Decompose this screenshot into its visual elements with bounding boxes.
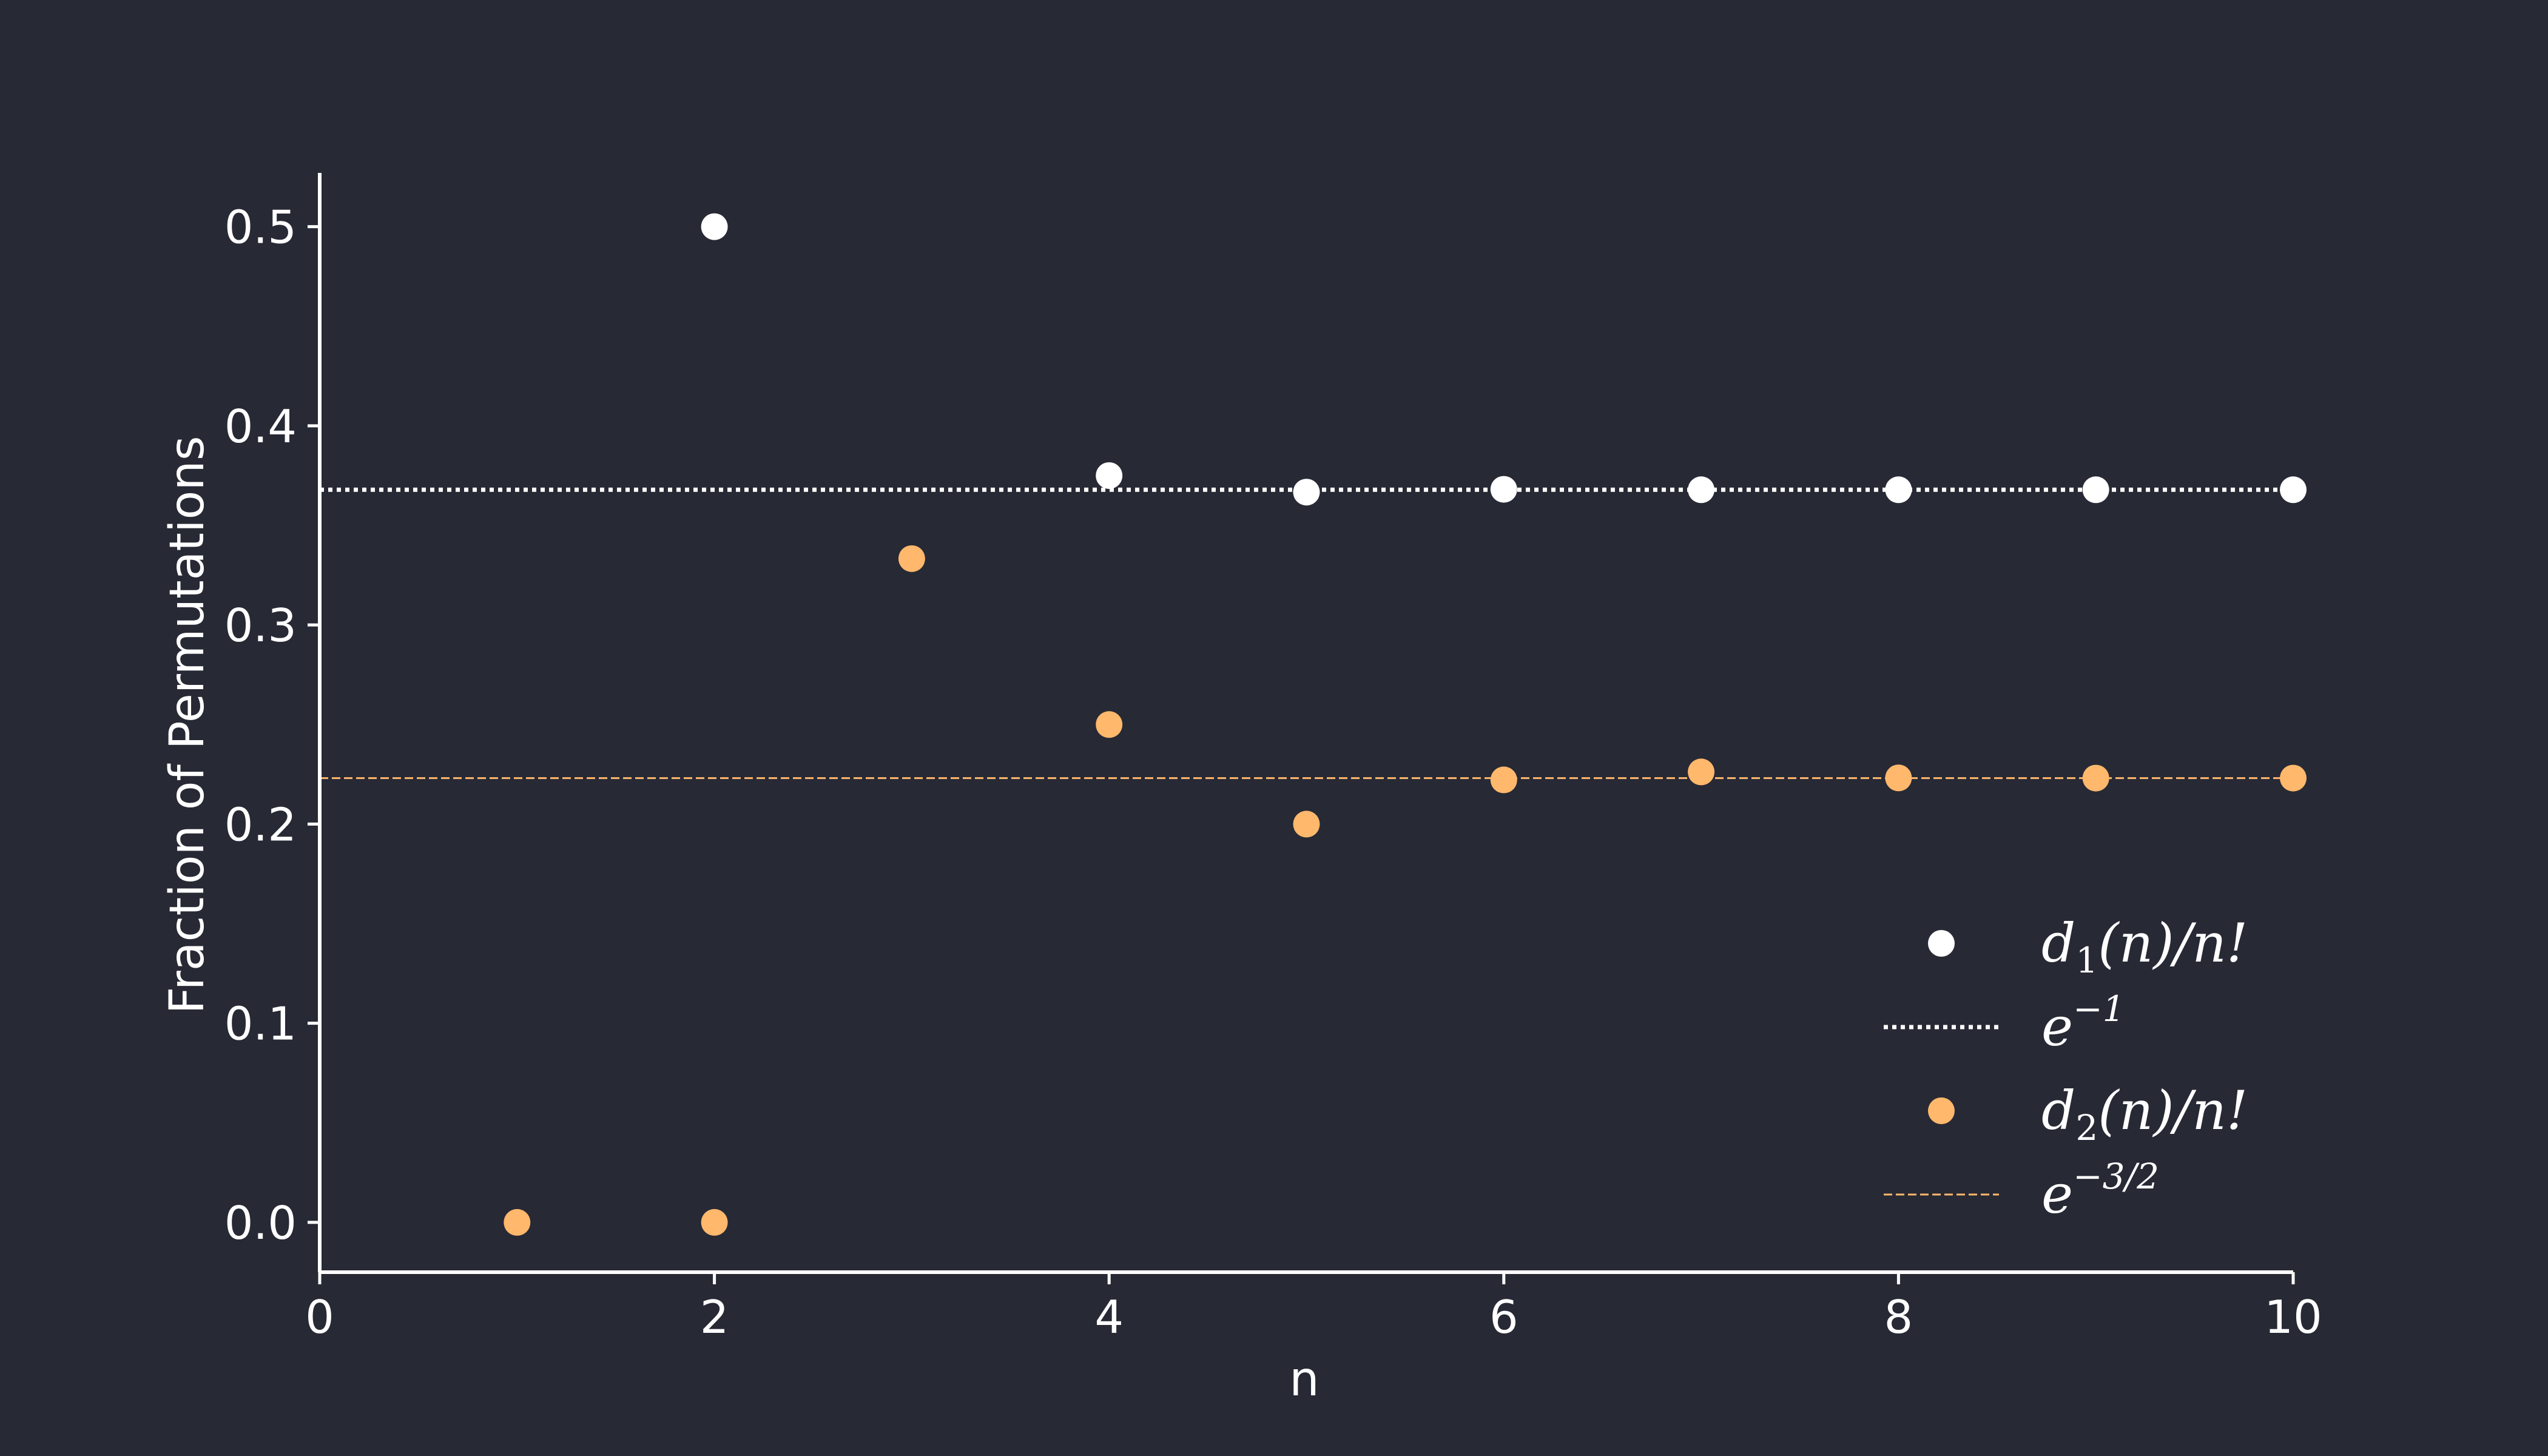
data-point-series-3 [2082,764,2109,792]
reference-lines [320,487,2293,780]
data-point-series-3 [1490,766,1517,794]
legend-entry-label: d1(n)/n! [2041,912,2248,981]
legend-entry-label: d2(n)/n! [2041,1079,2248,1148]
data-point-series-3 [1688,758,1715,786]
data-point-series-3 [898,545,925,572]
data-point-series-3 [1885,764,1912,792]
legend-entry-label: e−1 [2041,988,2125,1058]
y-tick-label: 0.3 [224,599,297,652]
data-point-series-1 [1096,462,1123,489]
data-point-series-3 [1096,711,1123,738]
data-point-series-1 [1490,476,1517,503]
legend-handle-marker [1928,1097,1955,1124]
data-point-series-1 [1885,476,1912,504]
x-axis-label: n [1289,1352,1319,1407]
data-points [504,213,2307,1236]
legend: d1(n)/n! e−1 d2(n)/n! e−3/2 [1884,912,2248,1225]
y-tick-label: 0.1 [224,997,297,1051]
legend-entry-label: e−3/2 [2041,1156,2159,1225]
y-tick-label: 0.0 [224,1196,297,1250]
y-tick-label: 0.2 [224,798,297,851]
data-point-series-1 [1293,479,1320,506]
data-point-series-1 [1688,476,1715,504]
y-tick-label: 0.4 [224,400,297,453]
data-point-series-3 [1293,811,1320,838]
data-point-series-3 [701,1208,728,1236]
data-point-series-1 [701,213,728,240]
axes [308,173,2295,1284]
x-tick-label: 4 [1094,1290,1124,1344]
y-tick-label: 0.5 [224,201,297,254]
x-tick-label: 2 [700,1290,729,1344]
data-point-series-3 [2280,764,2307,792]
data-point-series-1 [2082,476,2109,504]
x-tick-label: 6 [1489,1290,1518,1344]
x-tick-label: 0 [305,1290,334,1344]
data-point-series-1 [2280,476,2307,504]
data-point-series-3 [504,1208,531,1236]
x-tick-label: 8 [1884,1290,1913,1344]
tick-labels: 0 2 4 6 8 10 0.0 0.1 0.2 0.3 0.4 0.5 [224,201,2322,1344]
y-axis-label: Fraction of Permutations [160,436,215,1014]
x-tick-label: 10 [2264,1290,2322,1344]
legend-handle-marker [1928,930,1955,957]
